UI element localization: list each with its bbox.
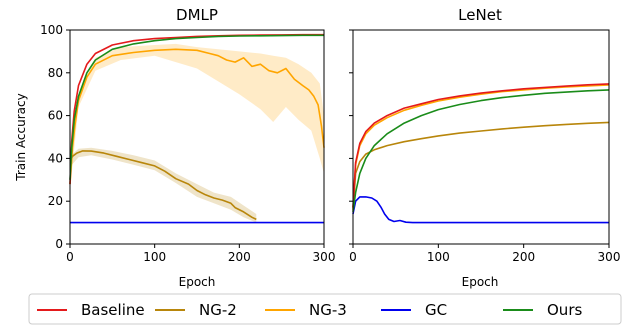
dmlp-panel: DMLP Train Accuracy Epoch 0 100 200 300 0 20 4…	[14, 6, 335, 289]
legend-items: Baseline NG-2 NG-3 GC Ours	[37, 301, 582, 319]
legend-label-baseline: Baseline	[81, 301, 145, 319]
dmlp-y-tick-label: 40	[48, 151, 63, 165]
dmlp-x-tick-label: 0	[66, 250, 74, 264]
dmlp-x-tick-label: 100	[143, 250, 166, 264]
legend-label-gc: GC	[425, 301, 447, 319]
dmlp-ng-3-line	[69, 48, 325, 185]
dmlp-ng-2-line	[69, 150, 257, 221]
lenet-baseline-line	[352, 83, 610, 208]
dmlp-x-tick-label: 300	[313, 250, 336, 264]
lenet-x-tick-label: 100	[427, 250, 450, 264]
dmlp-y-axis-label: Train Accuracy	[14, 93, 28, 181]
legend-label-ng-2: NG-2	[199, 301, 237, 319]
lenet-panel: LeNet Epoch 0 100 200 300	[349, 6, 620, 289]
dmlp-y-tick-label: 0	[55, 237, 63, 251]
lenet-axes-frame	[352, 29, 610, 245]
dmlp-y-tick-label: 80	[48, 66, 63, 80]
lenet-gc-line	[352, 196, 609, 224]
legend-label-ng-3: NG-3	[309, 301, 347, 319]
lenet-ng-2-line	[352, 121, 610, 210]
lenet-ng-3-line	[352, 84, 610, 208]
lenet-title: LeNet	[458, 6, 502, 24]
dmlp-title: DMLP	[176, 6, 218, 24]
dmlp-plot-area: 0 100 200 300 0 20 40 60 80 100	[40, 23, 335, 264]
lenet-plot-area: 0 100 200 300	[349, 29, 621, 264]
dmlp-ours-line	[69, 34, 324, 180]
dmlp-y-tick-label: 20	[48, 194, 63, 208]
dmlp-ng-2-band	[70, 147, 257, 223]
dmlp-y-tick-label: 60	[48, 109, 63, 123]
dmlp-x-axis-label: Epoch	[179, 275, 216, 289]
legend-frame	[28, 293, 622, 325]
dmlp-x-tick-label: 200	[228, 250, 251, 264]
dmlp-axes-frame	[69, 29, 325, 245]
dmlp-ng-3-band	[70, 43, 324, 191]
lenet-x-tick-label: 0	[349, 250, 357, 264]
lenet-x-tick-label: 200	[512, 250, 535, 264]
dmlp-y-tick-label: 100	[40, 23, 63, 37]
legend-label-ours: Ours	[547, 301, 582, 319]
legend: Baseline NG-2 NG-3 GC Ours	[28, 293, 622, 325]
lenet-x-axis-label: Epoch	[462, 275, 499, 289]
lenet-ours-line	[352, 89, 610, 213]
lenet-x-tick-label: 300	[598, 250, 621, 264]
